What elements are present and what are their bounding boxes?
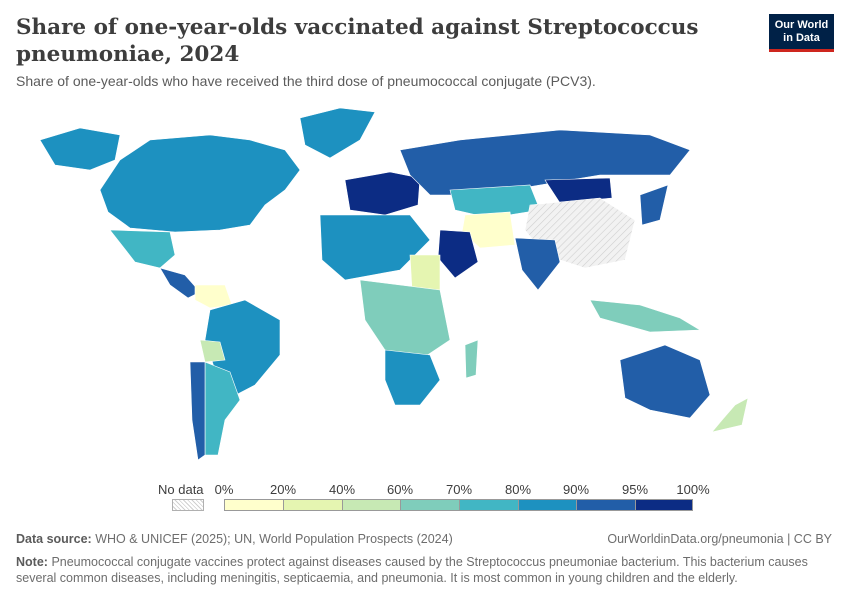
note-text: Pneumococcal conjugate vaccines protect …: [16, 555, 808, 585]
legend-bin[interactable]: [518, 499, 576, 511]
region-australia[interactable]: [619, 344, 711, 419]
region-southern-africa[interactable]: [384, 349, 441, 406]
legend-bin-label: 80%: [504, 482, 532, 497]
region-russia[interactable]: [399, 129, 691, 196]
legend-bin-label: 70%: [445, 482, 473, 497]
note: Note: Pneumococcal conjugate vaccines pr…: [16, 554, 836, 586]
owid-logo[interactable]: Our World in Data: [769, 14, 834, 52]
region-venezuela[interactable]: [194, 284, 233, 309]
legend-bin[interactable]: [459, 499, 518, 511]
logo-line-2: in Data: [783, 32, 820, 44]
logo-line-1: Our World: [774, 19, 829, 31]
legend-bin-label: 20%: [269, 482, 297, 497]
region-madagascar[interactable]: [464, 339, 479, 379]
page-subtitle: Share of one-year-olds who have received…: [16, 73, 596, 89]
region-north-africa[interactable]: [319, 214, 431, 281]
legend-bin[interactable]: [283, 499, 342, 511]
legend-bin[interactable]: [635, 499, 693, 511]
region-mexico[interactable]: [109, 229, 176, 269]
region-iran[interactable]: [461, 211, 516, 249]
region-chile[interactable]: [189, 361, 206, 461]
region-central-america[interactable]: [159, 267, 201, 299]
legend-bin-label: 90%: [562, 482, 590, 497]
data-source: Data source: WHO & UNICEF (2025); UN, Wo…: [16, 532, 453, 546]
region-alaska[interactable]: [39, 127, 121, 171]
region-western-europe[interactable]: [344, 171, 421, 216]
legend-bin-label: 95%: [621, 482, 649, 497]
region-sudan[interactable]: [409, 254, 441, 291]
region-north-america[interactable]: [99, 134, 301, 233]
legend-no-data-label: No data: [158, 482, 204, 497]
legend-bin-label: 0%: [214, 482, 234, 497]
region-kazakhstan[interactable]: [449, 184, 541, 219]
page-title: Share of one-year-olds vaccinated agains…: [16, 15, 699, 67]
legend-bin-label: 40%: [328, 482, 356, 497]
region-new-zealand[interactable]: [711, 397, 749, 433]
region-central-africa[interactable]: [359, 279, 451, 361]
source-label: Data source:: [16, 532, 92, 546]
region-japan[interactable]: [639, 184, 669, 226]
source-text[interactable]: WHO & UNICEF (2025); UN, World Populatio…: [95, 532, 453, 546]
legend-bins: [224, 499, 693, 511]
legend-bin[interactable]: [400, 499, 459, 511]
world-map: [39, 107, 749, 461]
note-label: Note:: [16, 555, 48, 569]
legend-bin-label: 60%: [386, 482, 414, 497]
region-indonesia[interactable]: [589, 299, 702, 333]
region-mongolia[interactable]: [544, 177, 613, 204]
legend-bin-label: 100%: [676, 482, 710, 497]
region-india[interactable]: [514, 237, 561, 291]
legend-no-data-swatch: [172, 499, 204, 511]
region-greenland[interactable]: [299, 107, 376, 159]
region-saudi-arabia[interactable]: [437, 229, 479, 279]
source-url[interactable]: OurWorldinData.org/pneumonia | CC BY: [607, 532, 832, 546]
legend-bin[interactable]: [342, 499, 400, 511]
region-bolivia[interactable]: [199, 339, 226, 363]
legend-bin[interactable]: [576, 499, 635, 511]
legend-bin[interactable]: [224, 499, 283, 511]
